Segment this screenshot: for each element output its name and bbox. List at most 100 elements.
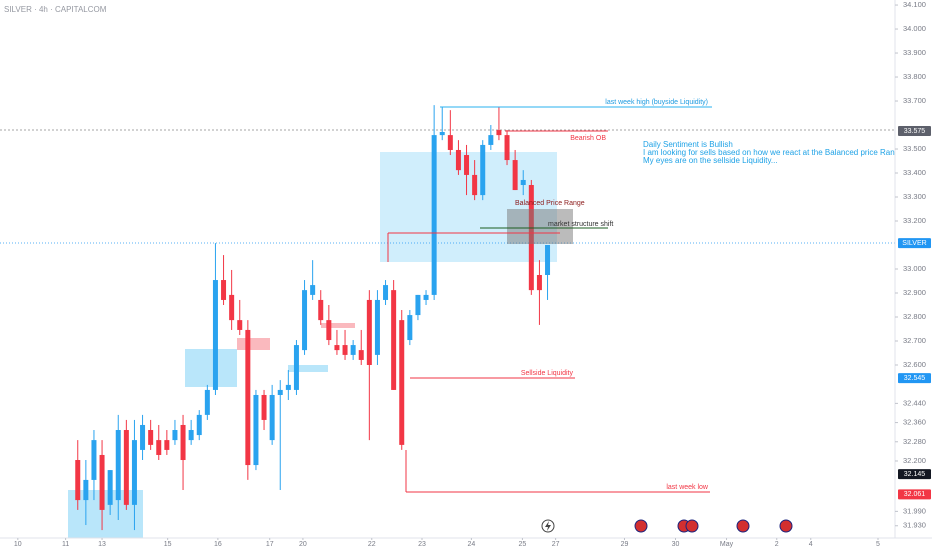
candle-body xyxy=(204,389,210,415)
x-tick-label: 27 xyxy=(552,541,560,548)
candle-body xyxy=(326,320,332,341)
candle-body xyxy=(520,179,526,186)
annotation: last week high (buyside Liquidity) xyxy=(605,99,708,106)
annotation: last week low xyxy=(666,484,709,491)
candle-body xyxy=(399,320,405,445)
price-label-bg xyxy=(898,469,931,480)
y-tick-label: 31.990 xyxy=(903,506,926,515)
y-tick-label: 31.930 xyxy=(903,521,926,530)
candle-body xyxy=(253,394,259,466)
x-tick-label: 30 xyxy=(672,541,680,548)
x-tick-label: 22 xyxy=(368,541,376,548)
candle-body xyxy=(148,430,154,445)
candle-body xyxy=(115,430,121,501)
candle-body xyxy=(229,294,235,321)
price-label-bg xyxy=(898,373,931,384)
x-tick-label: 16 xyxy=(214,541,222,548)
candle-body xyxy=(383,285,389,300)
x-tick-label: 20 xyxy=(299,541,307,548)
y-tick-label: 33.200 xyxy=(903,216,926,225)
annotation: I am looking for sells based on how we r… xyxy=(643,148,910,157)
x-tick-label: 11 xyxy=(62,541,69,548)
candle-body xyxy=(172,430,178,441)
y-tick-label: 32.600 xyxy=(903,360,926,369)
x-tick-label: 15 xyxy=(164,541,172,548)
event-icon[interactable] xyxy=(685,519,699,533)
x-tick-label: 17 xyxy=(266,541,274,548)
candle-body xyxy=(212,280,218,390)
candle-body xyxy=(196,414,202,436)
x-tick-label: 25 xyxy=(519,541,527,548)
y-tick-label: 33.000 xyxy=(903,264,926,273)
x-tick-label: 2 xyxy=(775,541,779,548)
annotation: Balanced Price Range xyxy=(515,200,585,207)
candle-body xyxy=(237,320,243,330)
event-icon xyxy=(545,521,551,531)
candle-body xyxy=(75,460,81,501)
candle-body xyxy=(536,274,542,291)
event-icon[interactable] xyxy=(779,519,793,533)
price-label: 33.575 xyxy=(904,128,926,135)
zone-box xyxy=(321,323,355,328)
candle-body xyxy=(261,394,267,420)
candle-body xyxy=(464,155,470,175)
price-label-bg xyxy=(898,126,931,137)
candle-body xyxy=(415,294,421,316)
candle-body xyxy=(447,135,453,150)
candle-body xyxy=(391,290,397,390)
candle-body xyxy=(545,245,551,275)
x-tick-label: 10 xyxy=(14,541,22,548)
candle-body xyxy=(164,440,170,450)
price-label-bg xyxy=(898,489,931,500)
annotation: My eyes are on the sellside Liquidity... xyxy=(643,156,778,165)
price-label: SILVER xyxy=(902,240,926,247)
candle-body xyxy=(496,130,502,136)
zone-box xyxy=(507,209,573,244)
y-tick-label: 32.900 xyxy=(903,288,926,297)
candle-body xyxy=(277,389,283,395)
candle-body xyxy=(131,440,137,505)
candle-body xyxy=(83,479,89,501)
candle-body xyxy=(350,345,356,355)
y-tick-label: 33.300 xyxy=(903,192,926,201)
y-tick-label: 34.000 xyxy=(903,24,926,33)
price-axis xyxy=(895,0,932,550)
y-tick-label: 32.360 xyxy=(903,418,926,427)
price-label: 32.545 xyxy=(904,375,926,382)
candle-body xyxy=(318,299,324,321)
y-tick-label: 32.700 xyxy=(903,336,926,345)
candle-body xyxy=(342,345,348,355)
price-label: 32.145 xyxy=(904,471,926,478)
candle-body xyxy=(472,174,478,196)
zone-box xyxy=(237,338,270,350)
candle-body xyxy=(99,454,105,510)
candle-body xyxy=(358,350,364,360)
candle-body xyxy=(188,430,194,441)
y-tick-label: 32.280 xyxy=(903,437,926,446)
y-tick-label: 33.900 xyxy=(903,48,926,57)
candle-body xyxy=(374,299,380,355)
price-label: 32.061 xyxy=(904,491,926,498)
candle-body xyxy=(423,294,429,300)
candle-body xyxy=(407,315,413,341)
y-tick-label: 33.800 xyxy=(903,72,926,81)
chart-title: SILVER · 4h · CAPITALCOM xyxy=(4,5,107,14)
candle-body xyxy=(285,384,291,390)
event-icon[interactable] xyxy=(634,519,648,533)
y-tick-label: 32.440 xyxy=(903,398,926,407)
x-tick-label: 5 xyxy=(876,541,880,548)
candle-body xyxy=(488,135,494,145)
event-icon[interactable] xyxy=(736,519,750,533)
x-tick-label: 13 xyxy=(98,541,106,548)
y-tick-label: 33.500 xyxy=(903,144,926,153)
annotation: Bearish OB xyxy=(570,135,606,142)
candle-body xyxy=(107,470,113,505)
x-tick-label: 24 xyxy=(467,541,475,548)
candle-body xyxy=(221,280,227,300)
x-tick-label: 23 xyxy=(418,541,426,548)
candle-body xyxy=(366,299,372,365)
zone-box xyxy=(288,365,328,372)
candle-body xyxy=(310,285,316,295)
